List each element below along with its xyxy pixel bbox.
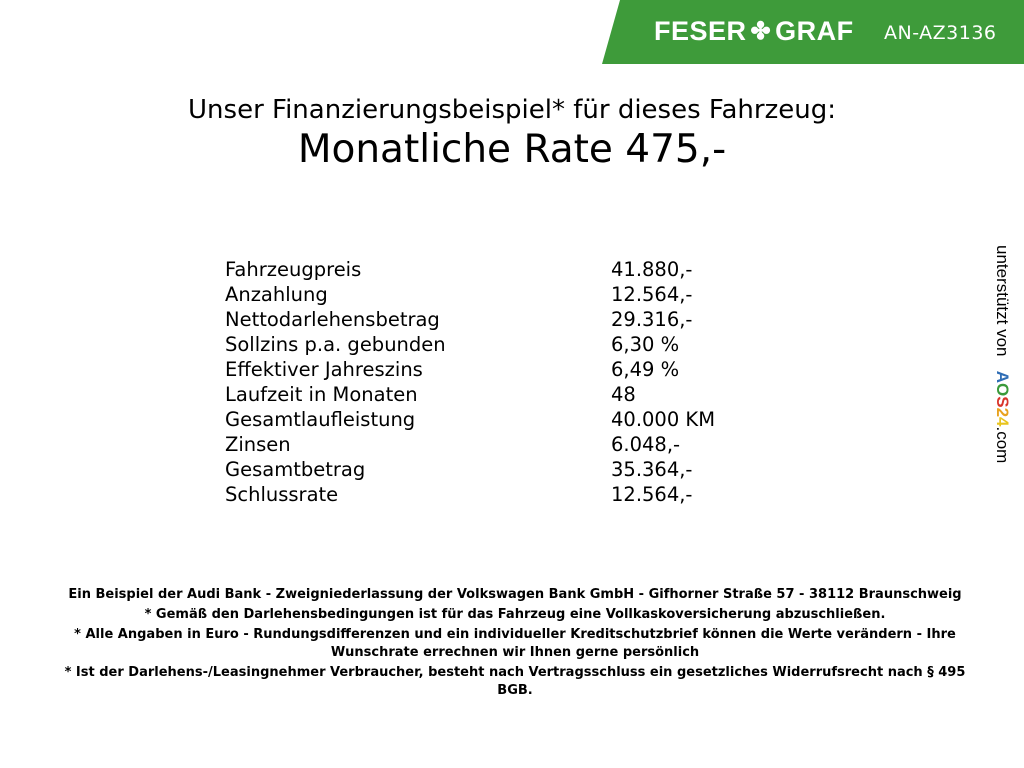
row-value: 35.364,-	[611, 458, 693, 481]
monthly-rate: Monatliche Rate 475,-	[297, 127, 727, 172]
row-label: Schlussrate	[225, 483, 339, 506]
row-label: Laufzeit in Monaten	[225, 383, 418, 406]
brand-name-left: FESER	[654, 16, 747, 46]
intro-heading: Unser Finanzierungsbeispiel* für dieses …	[188, 95, 836, 125]
footer-disclaimer: Ein Beispiel der Audi Bank - Zweignieder…	[50, 586, 980, 702]
row-value: 48	[611, 383, 636, 406]
row-value: 29.316,-	[611, 308, 693, 331]
footer-line: * Gemäß den Darlehensbedingungen ist für…	[144, 607, 886, 622]
row-label: Fahrzeugpreis	[225, 258, 362, 281]
table-row: Effektiver Jahreszins 6,49 %	[225, 357, 825, 382]
row-label: Gesamtbetrag	[225, 458, 366, 481]
brand-name-right: GRAF	[775, 16, 854, 46]
footer-line: Ein Beispiel der Audi Bank - Zweignieder…	[68, 587, 962, 602]
table-row: Nettodarlehensbetrag 29.316,-	[225, 307, 825, 332]
footer-line: * Ist der Darlehens-/Leasingnehmer Verbr…	[64, 665, 966, 698]
brand-banner	[602, 0, 1024, 64]
supported-by-text: unterstützt von	[993, 245, 1012, 357]
clover-icon: ✤	[750, 18, 772, 45]
row-value: 6.048,-	[611, 433, 681, 456]
table-row: Anzahlung 12.564,-	[225, 282, 825, 307]
row-label: Nettodarlehensbetrag	[225, 308, 440, 331]
row-label: Gesamtlaufleistung	[225, 408, 416, 431]
footer-line: * Alle Angaben in Euro - Rundungsdiffere…	[74, 627, 956, 660]
table-row: Fahrzeugpreis 41.880,-	[225, 257, 825, 282]
table-row: Schlussrate 12.564,-	[225, 482, 825, 507]
row-label: Zinsen	[225, 433, 291, 456]
aos24-domain: .com	[993, 426, 1012, 464]
table-row: Gesamtlaufleistung 40.000 KM	[225, 407, 825, 432]
row-value: 40.000 KM	[611, 408, 716, 431]
row-label: Sollzins p.a. gebunden	[225, 333, 446, 356]
finance-table: Fahrzeugpreis 41.880,- Anzahlung 12.564,- …	[225, 257, 825, 507]
brand-logo: FESER ✤ GRAF	[654, 16, 854, 47]
row-label: Anzahlung	[225, 283, 328, 306]
table-row: Gesamtbetrag 35.364,-	[225, 457, 825, 482]
aos24-logo: AOS24	[993, 370, 1012, 427]
supported-by: unterstützt von AOS24.com	[992, 245, 1012, 463]
table-row: Sollzins p.a. gebunden 6,30 %	[225, 332, 825, 357]
row-label: Effektiver Jahreszins	[225, 358, 423, 381]
row-value: 12.564,-	[611, 483, 693, 506]
vehicle-code: AN-AZ3136	[884, 22, 997, 44]
row-value: 41.880,-	[611, 258, 693, 281]
row-value: 12.564,-	[611, 283, 693, 306]
row-value: 6,30 %	[611, 333, 680, 356]
table-row: Zinsen 6.048,-	[225, 432, 825, 457]
table-row: Laufzeit in Monaten 48	[225, 382, 825, 407]
row-value: 6,49 %	[611, 358, 680, 381]
